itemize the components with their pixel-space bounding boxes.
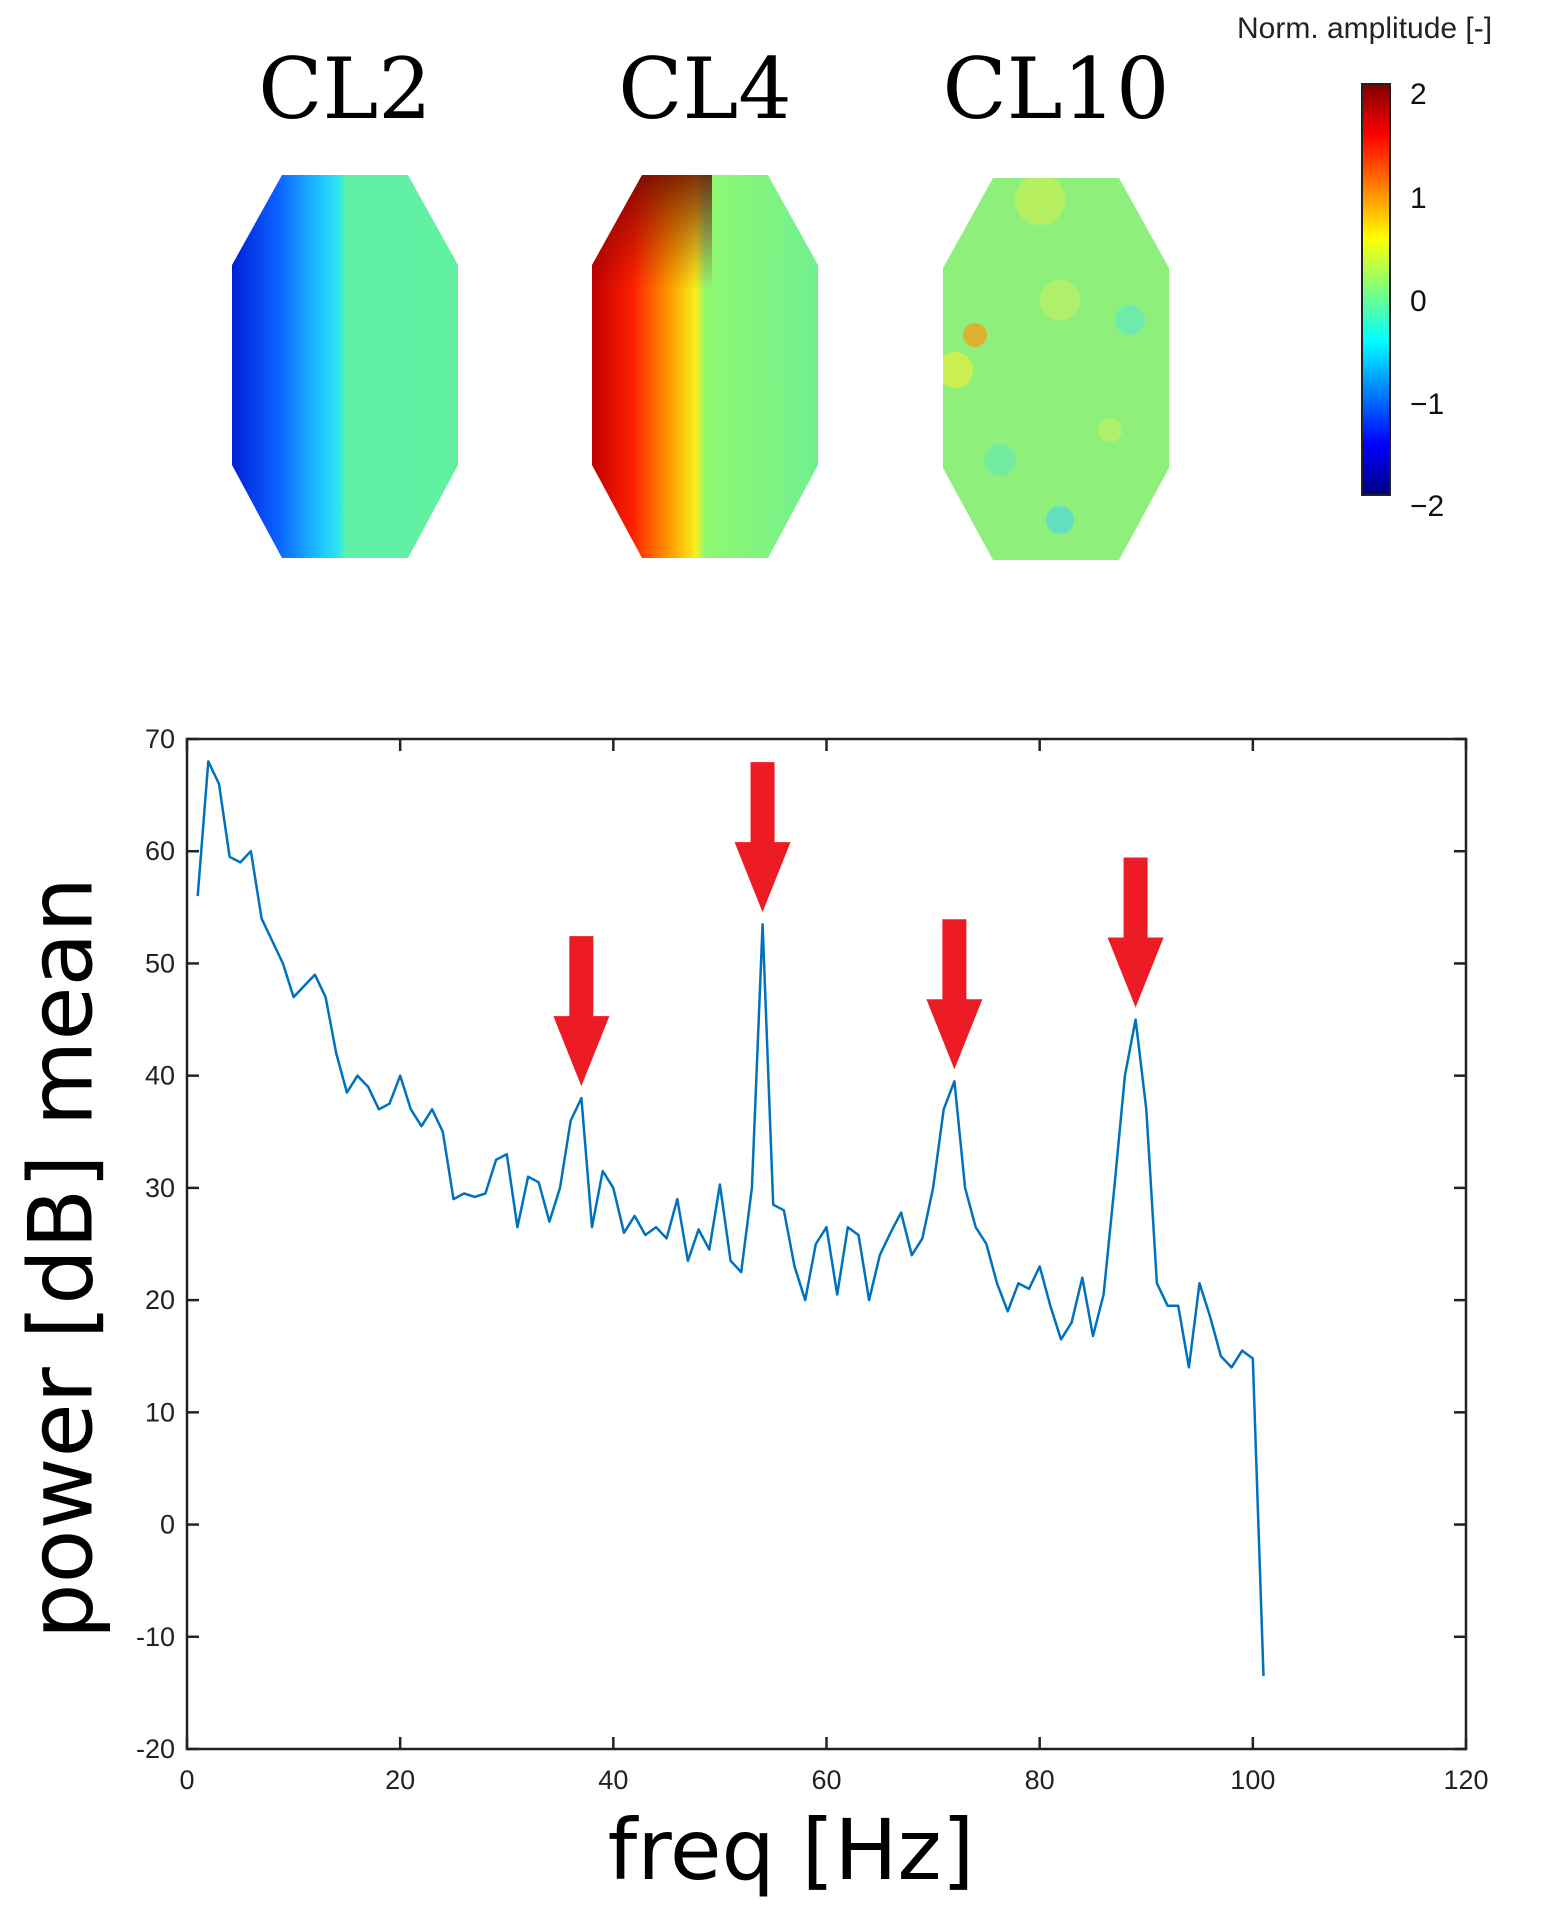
colorbar-tick: −2	[1410, 490, 1445, 523]
y-tick-label: 50	[145, 948, 175, 978]
y-tick-label: 0	[160, 1510, 175, 1540]
y-axis-label: power [dB] mean	[9, 876, 113, 1640]
colorbar-tick: 2	[1410, 78, 1427, 111]
peak-arrow	[1107, 857, 1164, 1008]
colorbar-tick: −1	[1410, 388, 1445, 421]
x-tick-label: 120	[1443, 1765, 1488, 1795]
x-axis-label: freq [Hz]	[607, 1801, 975, 1899]
heatmap-cl10	[943, 178, 1169, 560]
heatmap-cl2	[232, 175, 458, 558]
heatmap-title-cl4: CL4	[618, 40, 792, 138]
colorbar-tick: 1	[1410, 182, 1427, 215]
y-tick-label: -20	[136, 1734, 175, 1764]
heatmap-title-cl10: CL10	[942, 40, 1170, 138]
y-tick-label: -10	[136, 1622, 175, 1652]
y-tick-label: 40	[145, 1061, 175, 1091]
peak-arrow	[734, 762, 791, 913]
x-tick-label: 0	[179, 1765, 194, 1795]
plot-frame	[185, 737, 1468, 1751]
colorbar-tick: 0	[1410, 285, 1427, 318]
heatmap-cl4	[592, 175, 818, 558]
y-tick-label: 60	[145, 836, 175, 866]
x-tick-label: 20	[385, 1765, 415, 1795]
colorbar-label: Norm. amplitude [-]	[1237, 12, 1493, 45]
x-tick-label: 60	[811, 1765, 841, 1795]
heatmap-title-cl2: CL2	[258, 40, 432, 138]
y-tick-label: 20	[145, 1285, 175, 1315]
x-tick-label: 80	[1025, 1765, 1055, 1795]
x-tick-label: 100	[1230, 1765, 1275, 1795]
x-tick-label: 40	[598, 1765, 628, 1795]
y-tick-label: 10	[145, 1397, 175, 1427]
y-tick-label: 30	[145, 1173, 175, 1203]
colorbar	[1361, 83, 1391, 496]
peak-arrow	[926, 919, 983, 1070]
power-line	[196, 760, 1265, 1677]
peak-arrow	[553, 936, 610, 1087]
y-tick-label: 70	[145, 724, 175, 754]
